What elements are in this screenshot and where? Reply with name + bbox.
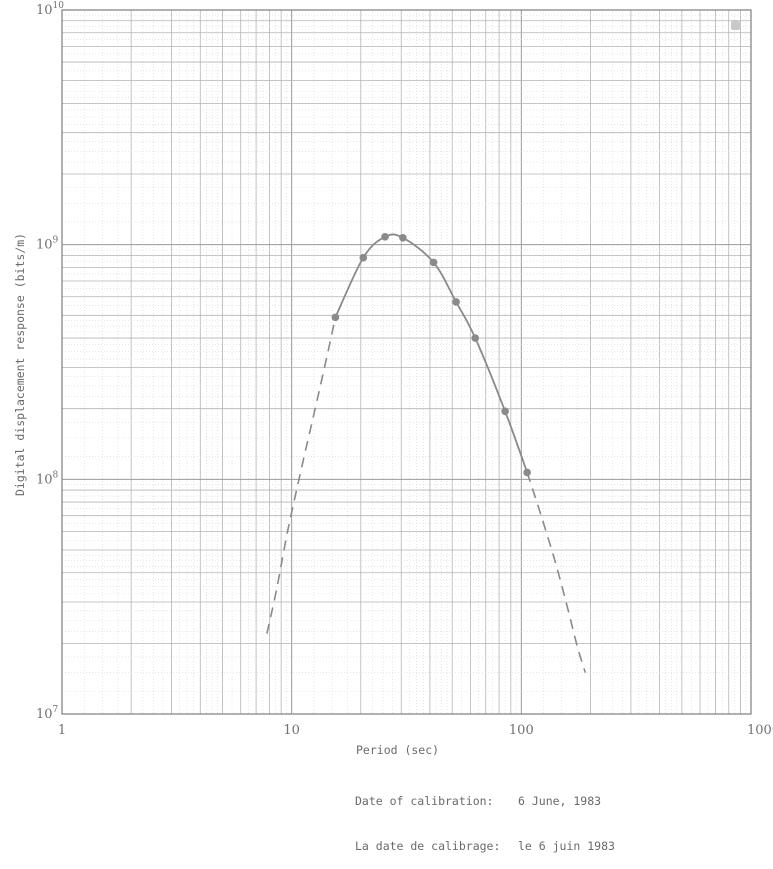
series-line-1: [266, 317, 337, 634]
calibration-label-en: Date of calibration:: [355, 794, 494, 808]
data-point: [501, 407, 509, 416]
data-point: [429, 258, 438, 267]
data-point: [331, 313, 340, 322]
data-point: [452, 298, 460, 306]
x-tick-label: 1: [58, 723, 66, 738]
x-tick-label: 10: [283, 723, 300, 738]
y-axis-label: Digital displacement response (bits/m): [13, 233, 27, 496]
calibration-date-fr: le 6 juin 1983: [518, 839, 615, 853]
data-point: [359, 253, 368, 262]
x-tick-label: 1000: [747, 723, 773, 738]
response-curve: [266, 233, 587, 673]
chart-grid: [61, 9, 752, 715]
series-line-0: [334, 233, 528, 473]
calibration-row-fr: La date de calibrage: le 6 juin 1983: [355, 839, 615, 854]
calibration-row-en: Date of calibration: 6 June, 1983: [355, 794, 615, 809]
x-tick-label: 100: [509, 723, 534, 738]
calibration-date-en: 6 June, 1983: [518, 794, 602, 808]
y-tick-label: 1010: [36, 1, 64, 18]
series-line-2: [526, 472, 587, 673]
response-chart: 1 10 100 1000 107 108 109 1010 Period (sec) Dig…: [13, 1, 773, 757]
tick-labels: 1 10 100 1000 107 108 109 1010: [36, 1, 773, 738]
corner-mark: [731, 20, 740, 30]
data-point: [471, 334, 480, 342]
y-tick-label: 108: [36, 470, 59, 487]
data-point: [381, 233, 389, 241]
y-tick-label: 107: [36, 705, 59, 722]
calibration-label-fr: La date de calibrage:: [355, 839, 501, 853]
data-point: [399, 233, 407, 242]
calibration-points: [331, 233, 531, 477]
plot-frame: [61, 9, 752, 715]
y-tick-label: 109: [36, 236, 59, 253]
data-point: [523, 468, 531, 477]
calibration-caption: Date of calibration: 6 June, 1983 La date…: [355, 764, 615, 869]
x-axis-label: Period (sec): [356, 743, 439, 757]
